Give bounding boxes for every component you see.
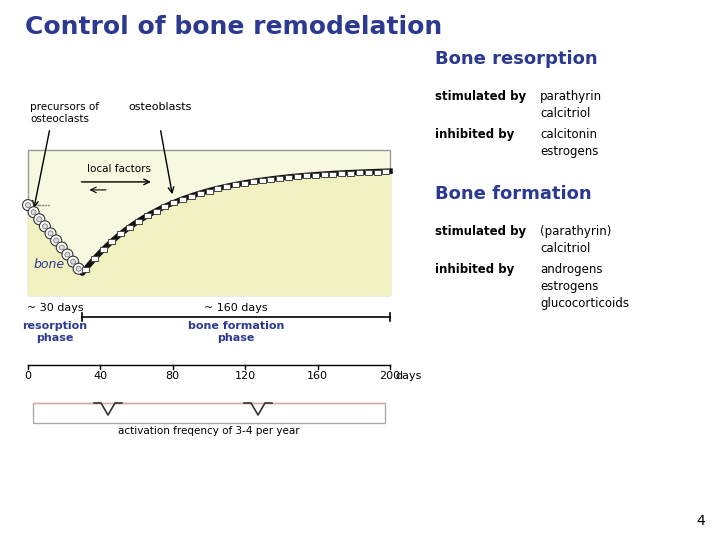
Bar	[33, 403, 385, 423]
Bar	[241, 181, 248, 186]
Bar	[276, 176, 284, 181]
Text: 0: 0	[24, 371, 32, 381]
Bar	[268, 177, 274, 182]
Circle shape	[28, 207, 39, 218]
Bar	[365, 170, 372, 175]
Bar	[28, 150, 390, 295]
Circle shape	[37, 217, 42, 222]
Circle shape	[22, 200, 34, 211]
Text: osteoblasts: osteoblasts	[128, 102, 192, 112]
Circle shape	[68, 256, 78, 267]
Bar	[82, 267, 89, 272]
Bar	[382, 170, 390, 174]
Text: days: days	[395, 371, 421, 381]
Bar	[320, 172, 328, 177]
Circle shape	[62, 249, 73, 260]
Bar	[223, 184, 230, 189]
Text: 160: 160	[307, 371, 328, 381]
Bar	[347, 171, 354, 176]
Text: inhibited by: inhibited by	[435, 263, 514, 276]
Bar	[91, 256, 98, 261]
Circle shape	[76, 266, 81, 271]
Bar	[144, 213, 150, 218]
Bar	[356, 170, 363, 176]
Bar	[285, 175, 292, 180]
Bar	[338, 171, 345, 176]
Circle shape	[42, 224, 48, 229]
Circle shape	[50, 235, 62, 246]
Text: inhibited by: inhibited by	[435, 128, 514, 141]
Bar	[206, 188, 212, 193]
Bar	[161, 204, 168, 209]
Text: bone formation
phase: bone formation phase	[188, 321, 284, 342]
Text: Bone formation: Bone formation	[435, 185, 592, 203]
Circle shape	[56, 242, 67, 253]
Circle shape	[25, 202, 30, 207]
Text: 120: 120	[235, 371, 256, 381]
Text: 4: 4	[696, 514, 705, 528]
Circle shape	[71, 259, 76, 264]
Bar	[197, 191, 204, 196]
Bar	[294, 174, 301, 179]
Circle shape	[31, 210, 36, 215]
Bar	[135, 219, 142, 224]
Bar	[312, 173, 319, 178]
Bar	[153, 208, 160, 213]
Bar	[126, 225, 133, 230]
Circle shape	[48, 231, 53, 236]
Bar	[215, 186, 222, 191]
Text: stimulated by: stimulated by	[435, 225, 526, 238]
Text: precursors of
osteoclasts: precursors of osteoclasts	[30, 102, 99, 124]
Circle shape	[45, 228, 56, 239]
Bar	[258, 178, 266, 183]
Bar	[109, 239, 115, 244]
Text: Control of bone remodelation: Control of bone remodelation	[25, 15, 442, 39]
Bar	[188, 194, 195, 199]
Bar	[232, 183, 239, 187]
Text: Bone resorption: Bone resorption	[435, 50, 598, 68]
Text: ~ 30 days: ~ 30 days	[27, 303, 84, 313]
Bar	[99, 247, 107, 252]
Text: stimulated by: stimulated by	[435, 90, 526, 103]
Circle shape	[34, 214, 45, 225]
Text: (parathyrin)
calcitriol: (parathyrin) calcitriol	[540, 225, 611, 255]
Text: parathyrin
calcitriol: parathyrin calcitriol	[540, 90, 602, 120]
Bar	[117, 231, 125, 237]
Text: ~ 160 days: ~ 160 days	[204, 303, 268, 313]
Circle shape	[54, 238, 58, 243]
Text: activation freqency of 3-4 per year: activation freqency of 3-4 per year	[118, 426, 300, 436]
Text: resorption
phase: resorption phase	[22, 321, 88, 342]
Circle shape	[73, 263, 84, 274]
Text: 200: 200	[379, 371, 400, 381]
Bar	[374, 170, 381, 174]
Text: bone: bone	[34, 258, 65, 271]
Bar	[179, 197, 186, 202]
Text: androgens
estrogens
glucocorticoids: androgens estrogens glucocorticoids	[540, 263, 629, 310]
Bar	[171, 200, 177, 205]
Circle shape	[65, 252, 70, 257]
Circle shape	[40, 221, 50, 232]
Text: 40: 40	[94, 371, 107, 381]
Bar	[329, 172, 336, 177]
Text: local factors: local factors	[86, 164, 150, 174]
Bar	[303, 173, 310, 178]
Circle shape	[59, 245, 64, 250]
Bar	[250, 179, 257, 184]
Text: calcitonin
estrogens: calcitonin estrogens	[540, 128, 598, 158]
Text: 80: 80	[166, 371, 180, 381]
